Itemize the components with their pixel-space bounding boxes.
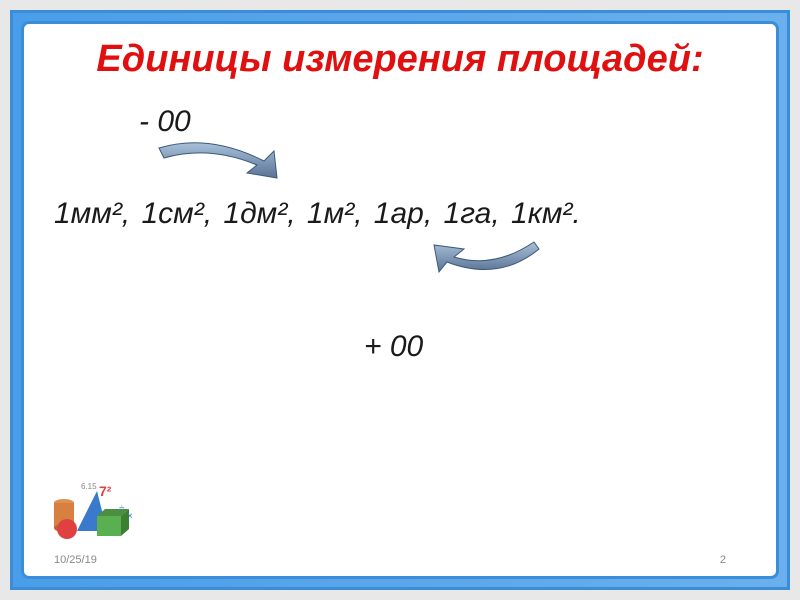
svg-text:6.15: 6.15 (81, 482, 97, 491)
footer-date: 10/25/19 (54, 554, 97, 566)
svg-text:÷: ÷ (119, 503, 125, 514)
math-shapes-icon: 7² ÷ × 6.15 (49, 471, 144, 541)
arrow-top-container (54, 138, 746, 188)
slide-outer-frame: Единицы измерения площадей: - 00 1мм², 1… (10, 10, 790, 590)
slide-content: - 00 1мм², 1см², 1дм², 1м², 1ар, 1га, 1к… (54, 101, 746, 368)
slide-title: Единицы измерения площадей: (54, 39, 746, 81)
svg-text:7²: 7² (99, 483, 112, 499)
arrow-bottom-container (54, 235, 746, 236)
arrow-top-icon (129, 133, 289, 188)
svg-text:×: × (127, 511, 133, 522)
slide-inner-frame: Единицы измерения площадей: - 00 1мм², 1… (21, 21, 779, 579)
units-text: 1мм², 1см², 1дм², 1м², 1ар, 1га, 1км². (54, 193, 746, 235)
footer-page-number: 2 (720, 554, 726, 566)
plus-label: + 00 (364, 326, 746, 368)
arrow-bottom-icon (429, 237, 559, 287)
